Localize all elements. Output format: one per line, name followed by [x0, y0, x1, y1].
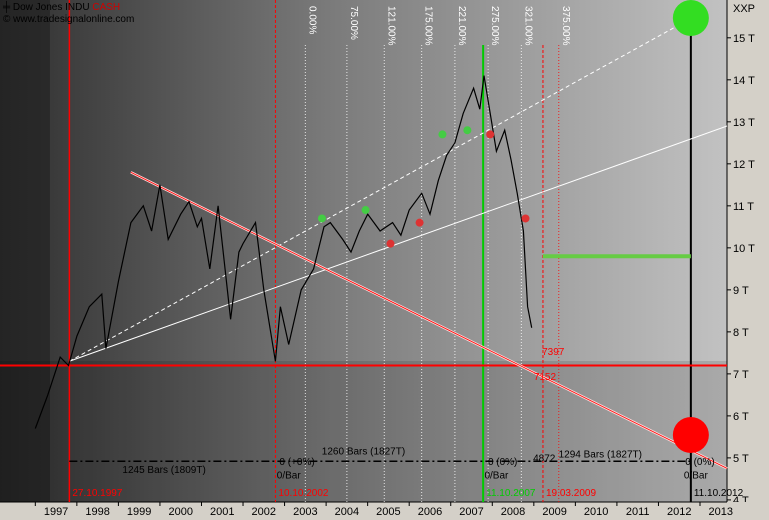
date-label: 11.10.2007 [486, 488, 536, 499]
signal-buy[interactable] [438, 130, 447, 139]
percent-label: 321.00% [522, 6, 533, 46]
percent-label: 275.00% [489, 6, 500, 46]
signal-sell[interactable] [386, 239, 395, 248]
signal-sell[interactable] [521, 214, 530, 223]
symbol-code: CASH [92, 2, 121, 13]
bar-count-label: 1245 Bars (1809T) [122, 465, 205, 476]
x-tick-label: 1998 [85, 506, 109, 518]
percent-label: 375.00% [560, 6, 571, 46]
percent-label: 0.00% [306, 6, 317, 34]
bar-count-label: 0/Bar [684, 471, 709, 482]
y-tick-label: 11 T [733, 201, 754, 213]
signal-buy[interactable] [317, 214, 326, 223]
lower-band [0, 361, 727, 502]
y-tick-label: 7 T [733, 369, 749, 381]
signal-sell[interactable] [415, 218, 424, 227]
symbol-name: Dow Jones INDU [12, 2, 90, 13]
bar-count-label: 1260 Bars (1827T) [322, 446, 405, 457]
signal-sell[interactable] [486, 130, 495, 139]
x-tick-label: 2010 [584, 506, 608, 518]
y-tick-label: 13 T [733, 117, 755, 129]
x-tick-label: 2003 [293, 506, 317, 518]
bar-count-label: 0 (0%) [488, 457, 517, 468]
x-tick-label: 1999 [127, 506, 151, 518]
site-credit: © www.tradesignalonline.com [3, 14, 135, 25]
price-series [34, 75, 533, 429]
bar-count-label: 4872 [533, 453, 556, 464]
x-tick-label: 2013 [709, 506, 733, 518]
signal-buy[interactable] [361, 206, 370, 215]
date-label: 10.10.2002 [278, 488, 328, 499]
y-tick-label: 10 T [733, 243, 755, 255]
x-tick-label: 2009 [542, 506, 566, 518]
trendline-descending-red [130, 171, 728, 469]
x-tick-label: 2001 [210, 506, 234, 518]
y-axis-unit-label: XXP [733, 3, 755, 15]
y-tick-label: 15 T [733, 33, 755, 45]
x-tick-label: 2005 [376, 506, 400, 518]
signal-buy[interactable] [463, 126, 472, 135]
y-tick-label: 12 T [733, 159, 755, 171]
percent-label: 75.00% [348, 6, 359, 40]
left-dark-band [0, 0, 50, 502]
target-green-circle[interactable] [672, 0, 709, 36]
x-tick-label: 2011 [626, 506, 650, 518]
bar-count-label: 0/Bar [277, 471, 302, 482]
x-tick-label: 2008 [501, 506, 525, 518]
y-tick-label: 9 T [733, 285, 749, 297]
price-value-label: 7152 [534, 372, 557, 383]
bar-count-label: 0 (0%) [685, 457, 714, 468]
y-tick-label: 5 T [733, 453, 749, 465]
date-label: 11.10.2012 [694, 488, 744, 499]
plot-background [0, 0, 727, 502]
x-tick-label: 1997 [44, 506, 68, 518]
date-label: 27.10.1997 [72, 488, 122, 499]
x-tick-label: 2002 [252, 506, 276, 518]
percent-label: 121.00% [385, 6, 396, 46]
y-tick-label: 14 T [733, 75, 755, 87]
x-tick-label: 2007 [459, 506, 483, 518]
x-tick-label: 2000 [168, 506, 192, 518]
chart-header: ╪ Dow Jones INDU CASH © www.tradesignalo… [3, 2, 134, 26]
percent-label: 221.00% [456, 6, 467, 46]
trendline-white [69, 125, 728, 362]
crosshair-icon[interactable]: ╪ [3, 2, 11, 13]
bar-count-label: 1294 Bars (1827T) [559, 450, 642, 461]
y-axis-panel [727, 0, 769, 520]
x-axis-panel [0, 502, 769, 520]
x-tick-label: 2006 [418, 506, 442, 518]
bar-count-label: 0 (+0%) [279, 457, 314, 468]
y-tick-label: 6 T [733, 411, 749, 423]
bar-count-label: 0/Bar [484, 471, 509, 482]
y-tick-label: 8 T [733, 327, 749, 339]
target-red-circle[interactable] [672, 417, 709, 453]
x-tick-label: 2004 [335, 506, 359, 518]
date-label: 19.03.2009 [546, 488, 596, 499]
x-tick-label: 2012 [667, 506, 691, 518]
price-value-label: 7397 [542, 347, 565, 358]
percent-label: 175.00% [423, 6, 434, 46]
